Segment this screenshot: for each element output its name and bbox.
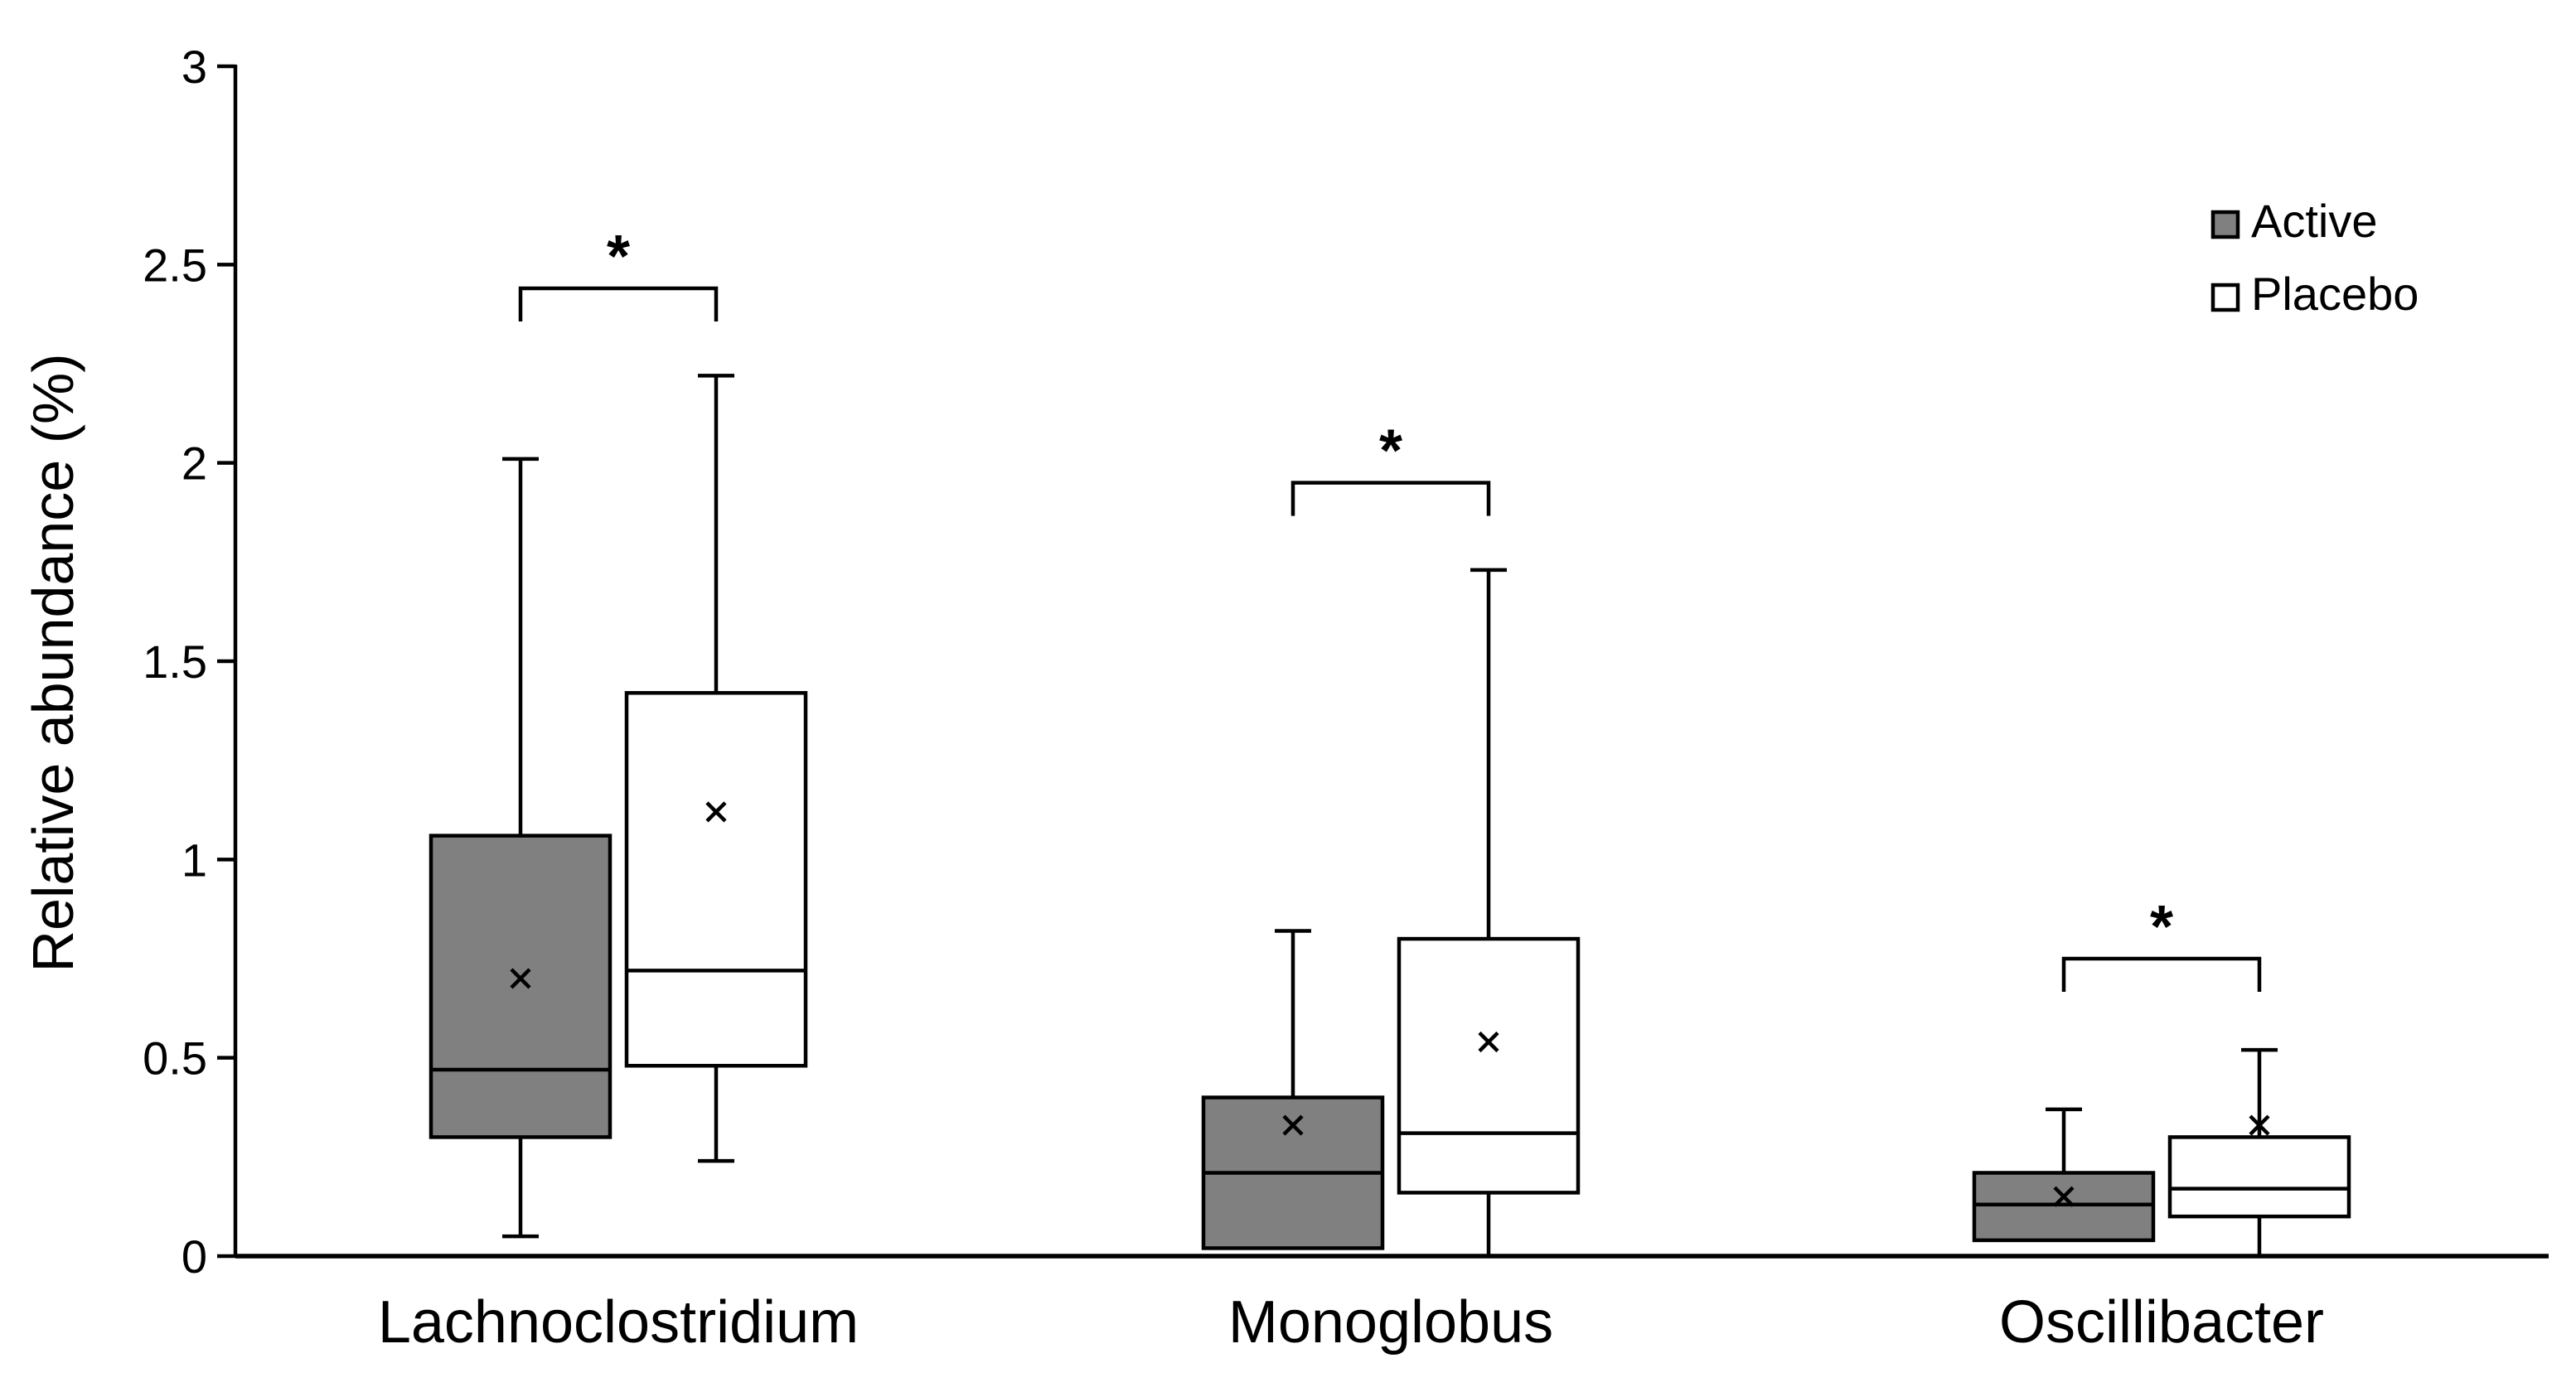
box-iqr	[1397, 936, 1581, 1195]
box-placebo	[1397, 568, 1581, 1256]
x-category-label: Monoglobus	[1228, 1289, 1553, 1356]
box-active	[429, 457, 613, 1239]
mean-marker-stroke	[705, 801, 727, 823]
mean-marker	[1282, 1114, 1304, 1136]
legend-item-active: Active	[2210, 195, 2378, 247]
box-iqr	[1972, 1171, 2156, 1243]
significance-star: *	[2150, 894, 2173, 960]
significance-bracket: *	[518, 224, 719, 322]
y-tick-label: 1	[182, 834, 207, 886]
y-tick-label: 0.5	[143, 1032, 207, 1085]
box-group	[429, 374, 2351, 1256]
box-iqr	[429, 834, 613, 1139]
y-tick-label: 3	[182, 41, 207, 93]
y-axis: 0 0.5 1 1.5 2 2.5 3	[143, 41, 238, 1283]
y-tick-label: 2.5	[143, 239, 207, 291]
legend: Active Placebo	[2210, 195, 2419, 320]
x-axis: Lachnoclostridium Monoglobus Oscillibacter	[235, 1254, 2549, 1356]
x-category-label: Lachnoclostridium	[378, 1289, 859, 1356]
significance-brackets: * * *	[518, 224, 2262, 992]
mean-marker	[510, 968, 531, 989]
significance-bracket: *	[1290, 418, 1491, 516]
legend-label: Active	[2251, 195, 2378, 247]
mean-marker-stroke	[510, 968, 531, 989]
y-tick-label: 0	[182, 1230, 207, 1283]
bracket-line	[2061, 956, 2262, 992]
mean-marker-stroke	[2053, 1186, 2075, 1207]
mean-marker	[2053, 1186, 2075, 1207]
box-iqr	[2167, 1135, 2351, 1219]
box-placebo	[624, 374, 808, 1163]
mean-marker	[705, 801, 727, 823]
mean-marker-stroke	[2249, 1114, 2270, 1136]
legend-item-placebo: Placebo	[2210, 268, 2419, 320]
bracket-line	[518, 286, 719, 322]
box-active	[1972, 1107, 2156, 1243]
x-category-label: Oscillibacter	[1999, 1289, 2324, 1356]
mean-marker	[1478, 1031, 1499, 1053]
legend-swatch	[2210, 210, 2240, 239]
significance-star: *	[607, 224, 630, 290]
bracket-line	[1290, 481, 1491, 516]
y-tick-label: 1.5	[143, 636, 207, 688]
legend-swatch	[2210, 283, 2240, 312]
box-iqr	[624, 691, 808, 1068]
significance-star: *	[1379, 418, 1402, 485]
y-tick-label: 2	[182, 437, 207, 490]
box-placebo	[2167, 1047, 2351, 1256]
mean-marker-stroke	[1282, 1114, 1304, 1136]
y-axis-label: Relative abundance (%)	[21, 353, 85, 972]
mean-marker-stroke	[1478, 1031, 1499, 1053]
box-active	[1201, 929, 1385, 1250]
legend-label: Placebo	[2251, 268, 2419, 320]
mean-marker	[2249, 1114, 2270, 1136]
significance-bracket: *	[2061, 894, 2262, 992]
